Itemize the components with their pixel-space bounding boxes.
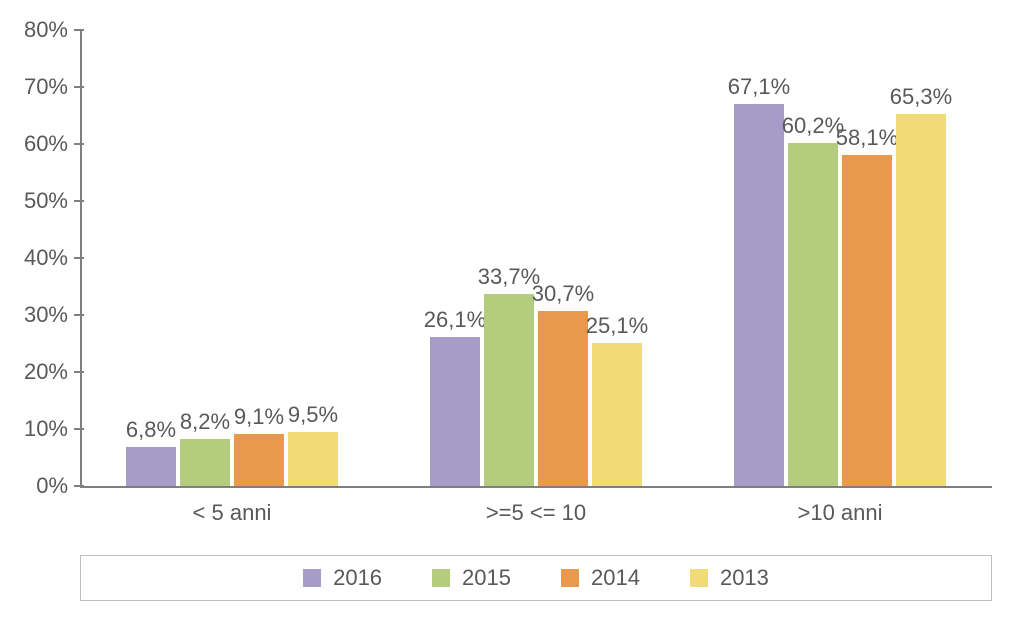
- bar: 8,2%: [180, 439, 230, 486]
- bar: 33,7%: [484, 294, 534, 486]
- y-tick-label: 60%: [0, 131, 68, 157]
- y-tick-label: 30%: [0, 302, 68, 328]
- bar-group: 26,1%33,7%30,7%25,1%: [430, 30, 642, 486]
- y-tick: [74, 428, 84, 430]
- y-tick-label: 40%: [0, 245, 68, 271]
- bar: 58,1%: [842, 155, 892, 486]
- legend-item: 2015: [432, 565, 511, 591]
- bar-group: 6,8%8,2%9,1%9,5%: [126, 30, 338, 486]
- bar: 9,5%: [288, 432, 338, 486]
- legend-item: 2016: [303, 565, 382, 591]
- y-tick-label: 80%: [0, 17, 68, 43]
- bar-value-label: 67,1%: [728, 74, 790, 100]
- bar: 60,2%: [788, 143, 838, 486]
- bar: 65,3%: [896, 114, 946, 486]
- chart-container: 6,8%8,2%9,1%9,5%26,1%33,7%30,7%25,1%67,1…: [0, 0, 1024, 630]
- legend-swatch: [690, 569, 708, 587]
- legend-swatch: [432, 569, 450, 587]
- legend-swatch: [303, 569, 321, 587]
- legend-label: 2016: [333, 565, 382, 591]
- bar: 26,1%: [430, 337, 480, 486]
- bar: 30,7%: [538, 311, 588, 486]
- legend-item: 2014: [561, 565, 640, 591]
- x-tick-label: >10 anni: [797, 500, 882, 526]
- bar: 6,8%: [126, 447, 176, 486]
- plot-area: 6,8%8,2%9,1%9,5%26,1%33,7%30,7%25,1%67,1…: [80, 30, 992, 488]
- legend-label: 2015: [462, 565, 511, 591]
- bar-value-label: 58,1%: [836, 125, 898, 151]
- y-tick-label: 10%: [0, 416, 68, 442]
- bar-group: 67,1%60,2%58,1%65,3%: [734, 30, 946, 486]
- bar-value-label: 65,3%: [890, 84, 952, 110]
- y-tick: [74, 371, 84, 373]
- x-tick-label: < 5 anni: [193, 500, 272, 526]
- bar-value-label: 26,1%: [424, 307, 486, 333]
- y-tick: [74, 29, 84, 31]
- bar-value-label: 9,5%: [288, 402, 338, 428]
- bar: 25,1%: [592, 343, 642, 486]
- bar-value-label: 6,8%: [126, 417, 176, 443]
- y-tick: [74, 200, 84, 202]
- y-tick: [74, 143, 84, 145]
- bar: 9,1%: [234, 434, 284, 486]
- bar: 67,1%: [734, 104, 784, 486]
- legend-label: 2014: [591, 565, 640, 591]
- legend-label: 2013: [720, 565, 769, 591]
- bar-value-label: 30,7%: [532, 281, 594, 307]
- y-tick-label: 50%: [0, 188, 68, 214]
- bar-value-label: 25,1%: [586, 313, 648, 339]
- y-tick: [74, 86, 84, 88]
- x-tick-label: >=5 <= 10: [486, 500, 586, 526]
- legend-item: 2013: [690, 565, 769, 591]
- legend: 2016 2015 2014 2013: [80, 555, 992, 601]
- bar-value-label: 9,1%: [234, 404, 284, 430]
- y-tick-label: 0%: [0, 473, 68, 499]
- y-tick: [74, 314, 84, 316]
- y-tick: [74, 485, 84, 487]
- y-tick: [74, 257, 84, 259]
- legend-swatch: [561, 569, 579, 587]
- y-tick-label: 70%: [0, 74, 68, 100]
- y-tick-label: 20%: [0, 359, 68, 385]
- bar-value-label: 8,2%: [180, 409, 230, 435]
